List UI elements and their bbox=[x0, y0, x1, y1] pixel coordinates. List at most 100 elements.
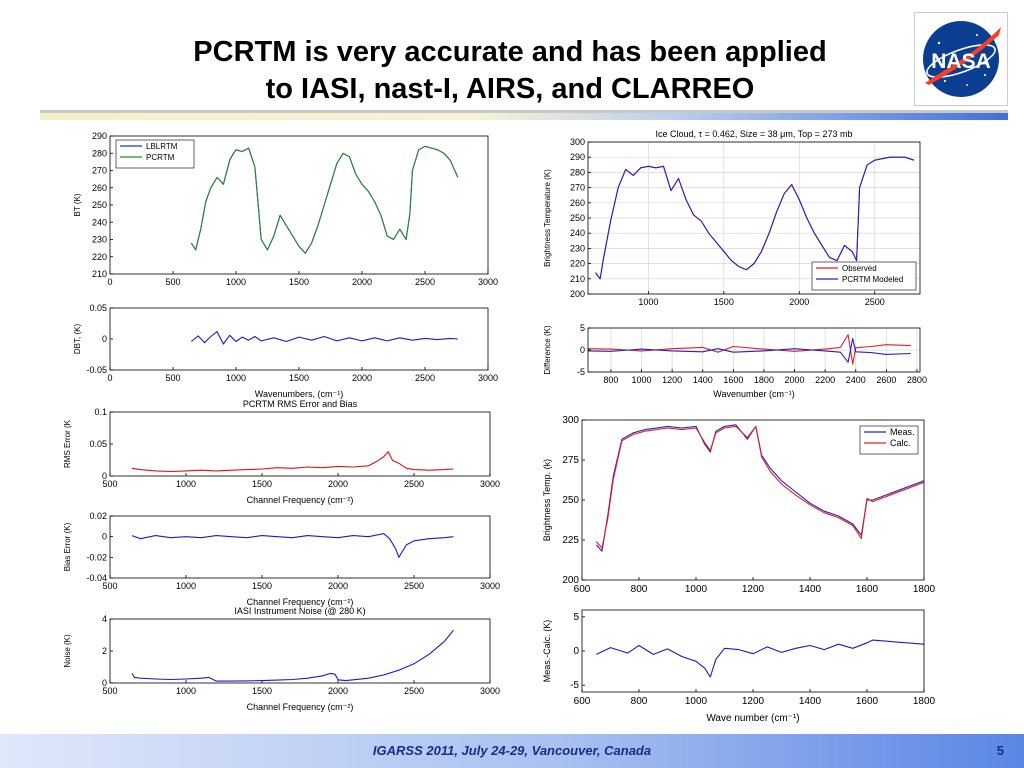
x-tick-label: 2000 bbox=[352, 373, 372, 383]
legend-label: PCRTM bbox=[146, 153, 175, 162]
series-line-1 bbox=[587, 338, 911, 363]
legend-label: Calc. bbox=[890, 438, 911, 448]
plot-frame bbox=[109, 515, 491, 579]
x-tick-label: 1800 bbox=[913, 584, 936, 595]
nasa-meatball-icon: NASA bbox=[923, 21, 1001, 97]
x-tick-label: 1800 bbox=[913, 696, 936, 707]
x-tick-label: 2500 bbox=[404, 479, 424, 489]
y-tick-label: 250 bbox=[570, 213, 585, 223]
x-tick-label: 3000 bbox=[480, 479, 500, 489]
y-tick-label: 200 bbox=[562, 575, 579, 586]
x-tick-label: 2200 bbox=[815, 375, 835, 385]
x-tick-label: 1000 bbox=[638, 297, 658, 307]
x-tick-label: 3000 bbox=[480, 581, 500, 591]
x-tick-label: 2500 bbox=[415, 373, 435, 383]
nast-difference-chart: 800 1000 1200 1400 1600 1800 2000 2200 2400 2600 2… bbox=[540, 322, 940, 400]
x-tick-label: 600 bbox=[574, 584, 591, 595]
x-tick-label: 1600 bbox=[723, 375, 743, 385]
x-tick-label: 1400 bbox=[799, 696, 822, 707]
x-tick-label: 2400 bbox=[846, 375, 866, 385]
plot-area bbox=[110, 308, 488, 370]
series-line-0 bbox=[131, 533, 454, 558]
chart-title: Ice Cloud, τ = 0.462, Size = 38 μm, Top … bbox=[656, 129, 853, 139]
y-tick-label: 260 bbox=[92, 183, 107, 193]
x-tick-label: 1000 bbox=[176, 479, 196, 489]
x-axis-label: Wave number (cm⁻¹) bbox=[706, 713, 799, 724]
y-tick-label: 0 bbox=[102, 532, 107, 542]
slide-title: PCRTM is very accurate and has been appl… bbox=[110, 34, 910, 108]
x-tick-label: 0 bbox=[107, 277, 112, 287]
y-tick-label: 300 bbox=[562, 415, 579, 426]
legend-box bbox=[115, 139, 195, 169]
y-tick-label: 0.05 bbox=[89, 439, 107, 449]
bias-error-chart: 500 1000 1500 2000 2500 3000 -0.04 -0.02 0 0.02 Ch… bbox=[60, 508, 500, 608]
x-tick-label: 600 bbox=[574, 696, 591, 707]
legend-label: LBLRTM bbox=[146, 142, 178, 151]
y-tick-label: 230 bbox=[92, 235, 107, 245]
y-tick-label: 0 bbox=[573, 646, 579, 657]
x-tick-label: 500 bbox=[102, 686, 117, 696]
plot-frame bbox=[581, 609, 925, 693]
iasi-dbt-chart: 0 500 1000 1500 2000 2500 3000 -0.05 0 0.05 Wavenu… bbox=[70, 300, 500, 400]
x-tick-label: 1500 bbox=[289, 277, 309, 287]
x-tick-label: 1000 bbox=[632, 375, 652, 385]
y-axis-label: Difference (K) bbox=[543, 325, 552, 375]
y-tick-label: 210 bbox=[570, 274, 585, 284]
x-tick-label: 500 bbox=[165, 277, 180, 287]
x-tick-label: 2500 bbox=[865, 297, 885, 307]
iasi-noise-chart: 500 1000 1500 2000 2500 3000 0 2 4 IASI Instrumen… bbox=[60, 601, 500, 713]
x-tick-label: 1400 bbox=[799, 584, 822, 595]
x-tick-label: 500 bbox=[102, 581, 117, 591]
plot-frame bbox=[581, 419, 925, 581]
series-line-meas- bbox=[595, 424, 925, 552]
y-tick-label: 0 bbox=[102, 471, 107, 481]
header-rule bbox=[40, 110, 1008, 120]
x-tick-label: 1600 bbox=[856, 584, 879, 595]
y-tick-label: 230 bbox=[570, 243, 585, 253]
y-tick-label: 200 bbox=[570, 289, 585, 299]
x-tick-label: 1000 bbox=[685, 696, 708, 707]
y-axis-label: Bias Error (K) bbox=[63, 522, 72, 571]
plot-frame bbox=[109, 135, 489, 275]
plot-area bbox=[110, 619, 490, 683]
x-tick-label: 1000 bbox=[685, 584, 708, 595]
y-tick-label: -0.05 bbox=[86, 365, 107, 375]
plot-area bbox=[110, 412, 490, 476]
x-axis-label: Channel Frequency (cm⁻²) bbox=[247, 702, 354, 712]
footer-bar: IGARSS 2011, July 24-29, Vancouver, Cana… bbox=[0, 734, 1024, 768]
x-tick-label: 1500 bbox=[252, 581, 272, 591]
y-tick-label: -0.02 bbox=[86, 552, 107, 562]
x-tick-label: 1500 bbox=[252, 686, 272, 696]
y-tick-label: 0.02 bbox=[89, 511, 107, 521]
y-tick-label: 0 bbox=[102, 678, 107, 688]
x-tick-label: 2000 bbox=[328, 479, 348, 489]
series-line-pcrtm-modeled bbox=[595, 156, 915, 280]
x-tick-label: 1000 bbox=[226, 277, 246, 287]
series-line-0 bbox=[131, 629, 454, 682]
y-tick-label: 0.1 bbox=[94, 407, 107, 417]
y-tick-label: 0 bbox=[102, 334, 107, 344]
x-tick-label: 3000 bbox=[478, 277, 498, 287]
y-tick-label: 300 bbox=[570, 137, 585, 147]
y-tick-label: 260 bbox=[570, 198, 585, 208]
x-tick-label: 2500 bbox=[415, 277, 435, 287]
plot-area bbox=[110, 516, 490, 578]
x-tick-label: 1800 bbox=[754, 375, 774, 385]
y-axis-label: RMS Error (K bbox=[63, 419, 72, 468]
series-line-pcrtm bbox=[190, 145, 459, 254]
x-tick-label: 1200 bbox=[662, 375, 682, 385]
plot-area bbox=[582, 610, 924, 692]
y-axis-label: Noise (K) bbox=[63, 634, 72, 668]
y-tick-label: 225 bbox=[562, 535, 579, 546]
x-tick-label: 2800 bbox=[907, 375, 927, 385]
y-tick-label: 270 bbox=[92, 166, 107, 176]
plot-frame bbox=[587, 327, 921, 373]
y-tick-label: 240 bbox=[570, 228, 585, 238]
x-tick-label: 3000 bbox=[478, 373, 498, 383]
x-tick-label: 1600 bbox=[856, 696, 879, 707]
x-axis-label: Channel Frequency (cm⁻²) bbox=[247, 597, 354, 607]
x-tick-label: 1000 bbox=[176, 686, 196, 696]
y-tick-label: 5 bbox=[580, 323, 585, 333]
x-tick-label: 2500 bbox=[404, 581, 424, 591]
iasi-bt-chart: 0 500 1000 1500 2000 2500 3000 210 220 230 240 250 2… bbox=[70, 126, 500, 296]
